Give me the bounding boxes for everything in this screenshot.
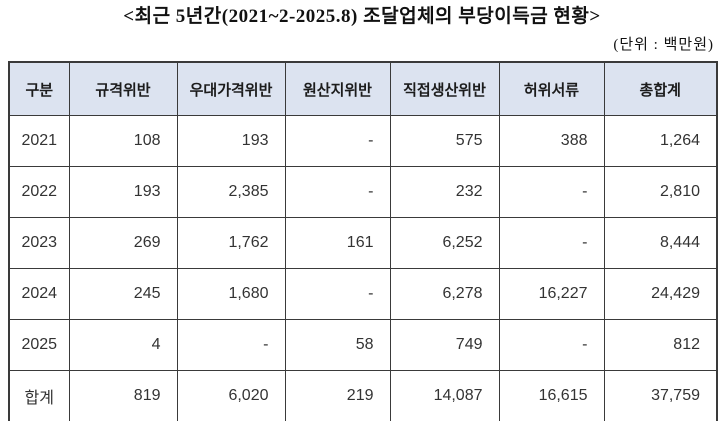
table-cell: 749 (389, 319, 500, 371)
table-cell: 575 (389, 115, 500, 167)
table-cell: 812 (603, 319, 718, 371)
header-row: 구분 규격위반 우대가격위반 원산지위반 직접생산위반 허위서류 총합계 (8, 61, 718, 116)
table-row-2024: 2024 245 1,680 - 6,278 16,227 24,429 (8, 268, 718, 320)
table-cell: 245 (68, 268, 178, 320)
table-cell: 108 (68, 115, 178, 167)
table-cell: - (498, 319, 605, 371)
table-cell: 161 (284, 217, 391, 269)
table-cell: 388 (498, 115, 605, 167)
table-cell: 58 (284, 319, 391, 371)
table-cell: 1,680 (176, 268, 286, 320)
table-cell: - (498, 217, 605, 269)
table-cell: - (284, 115, 391, 167)
page-title: <최근 5년간(2021~2-2025.8) 조달업체의 부당이득금 현황> (123, 6, 601, 27)
table-row-2022: 2022 193 2,385 - 232 - 2,810 (8, 166, 718, 218)
data-table: 구분 규격위반 우대가격위반 원산지위반 직접생산위반 허위서류 총합계 202… (8, 61, 718, 421)
table-cell: 2,385 (176, 166, 286, 218)
table-cell: 1,264 (603, 115, 718, 167)
column-header-gubun: 구분 (8, 61, 70, 116)
table-cell: 24,429 (603, 268, 718, 320)
table-cell: 16,227 (498, 268, 605, 320)
table-cell: 16,615 (498, 370, 605, 421)
table-cell: 6,252 (389, 217, 500, 269)
column-header-origin-violation: 원산지위반 (284, 61, 391, 116)
table-cell: - (498, 166, 605, 218)
row-label: 2025 (8, 319, 70, 371)
table-cell: 819 (68, 370, 178, 421)
table-row-2021: 2021 108 193 - 575 388 1,264 (8, 115, 718, 167)
table-cell: - (284, 166, 391, 218)
table-row-total: 합계 819 6,020 219 14,087 16,615 37,759 (8, 370, 718, 421)
table-cell: 219 (284, 370, 391, 421)
table-cell: 14,087 (389, 370, 500, 421)
row-label: 2024 (8, 268, 70, 320)
table-cell: 8,444 (603, 217, 718, 269)
table-cell: 6,278 (389, 268, 500, 320)
row-label: 2023 (8, 217, 70, 269)
table-cell: 269 (68, 217, 178, 269)
column-header-false-documents: 허위서류 (498, 61, 605, 116)
table-cell: 1,762 (176, 217, 286, 269)
table-cell: - (176, 319, 286, 371)
table-row-2025: 2025 4 - 58 749 - 812 (8, 319, 718, 371)
table-cell: 37,759 (603, 370, 718, 421)
column-header-direct-production-violation: 직접생산위반 (389, 61, 500, 116)
table-cell: 193 (176, 115, 286, 167)
table-cell: 193 (68, 166, 178, 218)
column-header-total: 총합계 (603, 61, 718, 116)
row-label: 2021 (8, 115, 70, 167)
row-label: 2022 (8, 166, 70, 218)
table-cell: 232 (389, 166, 500, 218)
column-header-preferential-price-violation: 우대가격위반 (176, 61, 286, 116)
table-cell: - (284, 268, 391, 320)
table-cell: 4 (68, 319, 178, 371)
table-row-2023: 2023 269 1,762 161 6,252 - 8,444 (8, 217, 718, 269)
column-header-spec-violation: 규격위반 (68, 61, 178, 116)
table-cell: 2,810 (603, 166, 718, 218)
unit-label: (단위 : 백만원) (613, 37, 714, 53)
table-cell: 6,020 (176, 370, 286, 421)
row-label: 합계 (8, 370, 70, 421)
